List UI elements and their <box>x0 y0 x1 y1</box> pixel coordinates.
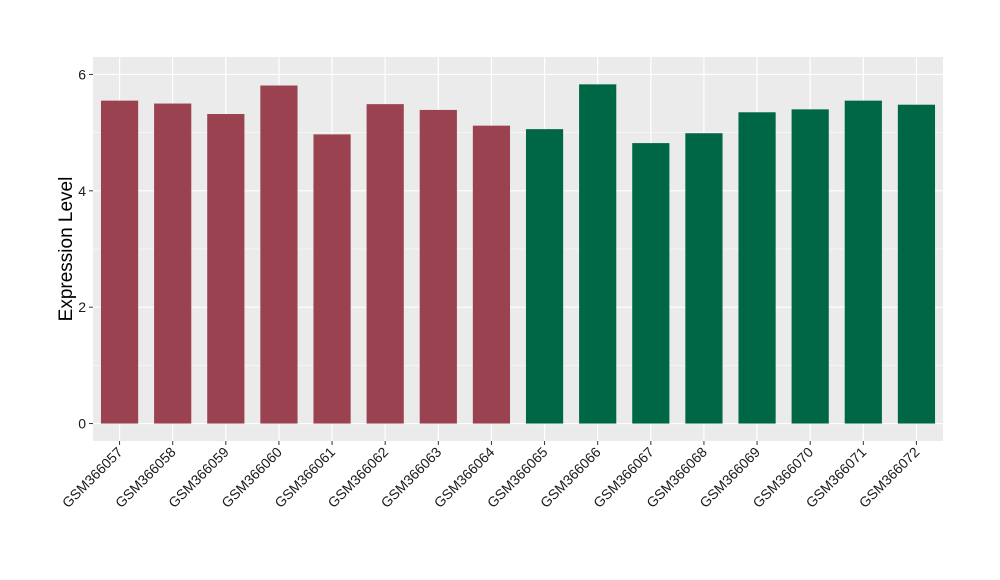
bar-GSM366062 <box>366 104 404 424</box>
bar-GSM366070 <box>791 109 829 424</box>
bar-GSM366060 <box>260 85 298 424</box>
bar-GSM366059 <box>207 114 245 424</box>
y-tick-label: 4 <box>78 183 86 199</box>
bar-GSM366067 <box>632 143 670 424</box>
y-axis-title: Expression Level <box>56 177 77 322</box>
bar-GSM366068 <box>685 133 723 424</box>
bar-GSM366061 <box>313 134 351 424</box>
bars <box>100 84 936 424</box>
y-tick-label: 6 <box>78 66 86 82</box>
bar-GSM366072 <box>897 104 936 424</box>
bar-GSM366064 <box>472 125 511 424</box>
y-axis: 0 2 4 6 <box>78 66 93 432</box>
bar-GSM366071 <box>844 100 882 424</box>
bar-GSM366057 <box>100 100 139 424</box>
y-tick-label: 0 <box>78 416 86 432</box>
x-axis: GSM366057GSM366058GSM366059GSM366060GSM3… <box>59 441 923 511</box>
bar-GSM366065 <box>525 129 564 424</box>
bar-GSM366066 <box>579 84 617 424</box>
bar-GSM366069 <box>738 112 776 424</box>
bar-GSM366063 <box>419 109 457 424</box>
bar-GSM366058 <box>154 103 192 424</box>
y-tick-label: 2 <box>78 299 86 315</box>
